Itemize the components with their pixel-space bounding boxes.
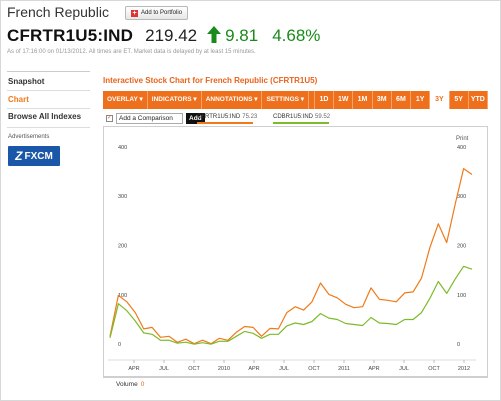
legend-series-1: CFRTR1U5:IND 75.23	[197, 114, 257, 120]
fxcm-z-icon: Z	[15, 149, 23, 163]
y-tick-label-right: 300	[457, 194, 466, 200]
volume-label: Volume 0	[116, 381, 144, 388]
x-tick-label: OCT	[308, 366, 320, 372]
series-line-1	[109, 167, 473, 345]
legend-series-2: CDBR1U5:IND 59.52	[273, 114, 330, 120]
chart-title: Interactive Stock Chart for French Repub…	[103, 76, 318, 85]
x-tick-label: APR	[248, 366, 259, 372]
add-comparison-button[interactable]: Add	[186, 112, 205, 124]
y-tick-label-left: 400	[118, 145, 127, 151]
fxcm-ad-logo[interactable]: Z FXCM	[8, 146, 60, 166]
x-tick-label: 2012	[458, 366, 470, 372]
fxcm-brand-text: FXCM	[24, 150, 53, 162]
legend-series-1-value: 75.23	[242, 114, 258, 120]
y-tick-label-left: 200	[118, 244, 127, 250]
range-1y[interactable]: 1Y	[411, 91, 431, 109]
sidebar-divider	[7, 71, 90, 72]
range-3m[interactable]: 3M	[372, 91, 392, 109]
y-tick-label-right: 400	[457, 145, 466, 151]
sidebar-item-browse-all-indexes[interactable]: Browse All Indexes	[8, 112, 82, 121]
price-change-percent: 4.68%	[272, 26, 321, 45]
plus-icon: +	[131, 9, 138, 17]
x-tick-label: 2011	[338, 366, 350, 372]
overlay-menu[interactable]: OVERLAY ▾	[103, 91, 148, 109]
y-tick-label-right: 200	[457, 244, 466, 250]
x-tick-label: APR	[128, 366, 139, 372]
legend-series-2-value: 59.52	[315, 114, 331, 120]
x-tick-label: JUL	[399, 366, 409, 372]
range-ytd[interactable]: YTD	[468, 91, 488, 109]
as-of-timestamp: As of 17:16:00 on 01/13/2012. All times …	[7, 49, 256, 55]
x-tick-label: APR	[368, 366, 379, 372]
x-tick-label: 2010	[218, 366, 230, 372]
comparison-toggle-icon[interactable]: ✓	[106, 114, 113, 122]
series-line-2	[109, 265, 473, 345]
print-link[interactable]: Print	[456, 136, 469, 142]
range-1w[interactable]: 1W	[334, 91, 354, 109]
sidebar-item-chart[interactable]: Chart	[8, 95, 29, 104]
comparison-row: ✓ Add a Comparison Add	[106, 112, 205, 124]
range-6m[interactable]: 6M	[391, 91, 412, 109]
legend-series-1-name: CFRTR1U5:IND	[197, 114, 241, 120]
volume-row: Volume 0	[103, 376, 488, 390]
volume-value: 0	[140, 381, 145, 388]
legend-series-1-swatch	[197, 122, 253, 124]
ticker-symbol: CFRTR1U5:IND	[7, 26, 134, 45]
y-tick-label-right: 100	[457, 293, 466, 299]
add-to-portfolio-button[interactable]: + Add to Portfolio	[125, 6, 189, 20]
indicators-menu[interactable]: INDICATORS ▾	[147, 91, 202, 109]
y-tick-label-left: 300	[118, 194, 127, 200]
x-tick-label: JUL	[159, 366, 169, 372]
legend-series-2-swatch	[273, 122, 329, 124]
last-price: 219.42	[145, 26, 198, 45]
y-tick-label-right: 0	[457, 342, 460, 348]
settings-menu[interactable]: SETTINGS ▾	[262, 91, 310, 109]
range-1d[interactable]: 1D	[314, 91, 335, 109]
sidebar-divider	[7, 90, 90, 91]
legend-series-2-name: CDBR1U5:IND	[273, 114, 314, 120]
sidebar-item-snapshot[interactable]: Snapshot	[8, 77, 45, 86]
page-title: French Republic	[7, 4, 109, 20]
range-1m[interactable]: 1M	[353, 91, 373, 109]
toolbar-spacer	[309, 91, 315, 109]
y-tick-label-left: 100	[118, 293, 127, 299]
x-tick-label: OCT	[428, 366, 440, 372]
chart-toolbar: OVERLAY ▾ INDICATORS ▾ ANNOTATIONS ▾ SET…	[103, 91, 488, 109]
comparison-input[interactable]: Add a Comparison	[116, 112, 183, 124]
advertisements-label: Advertisements	[8, 134, 50, 140]
price-change: 9.81	[225, 26, 259, 45]
range-3y[interactable]: 3Y	[430, 91, 450, 109]
x-tick-label: JUL	[279, 366, 289, 372]
add-to-portfolio-label: Add to Portfolio	[141, 10, 183, 16]
sidebar-divider	[7, 127, 90, 128]
price-chart: 400 300 200 100 0 400 300 200 100 0 APR JUL OCT 2010 A…	[108, 145, 476, 372]
range-5y[interactable]: 5Y	[449, 91, 469, 109]
volume-label-text: Volume	[116, 381, 138, 388]
annotations-menu[interactable]: ANNOTATIONS ▾	[201, 91, 263, 109]
sidebar-divider	[7, 108, 90, 109]
up-arrow-icon	[207, 26, 222, 43]
x-tick-label: OCT	[188, 366, 200, 372]
quote-row: CFRTR1U5:IND 219.42 9.81 4.68%	[7, 24, 320, 48]
y-tick-label-left: 0	[118, 342, 121, 348]
chart-plot-area[interactable]: 400 300 200 100 0 400 300 200 100 0 APR JUL OCT 2010 A…	[103, 126, 488, 378]
